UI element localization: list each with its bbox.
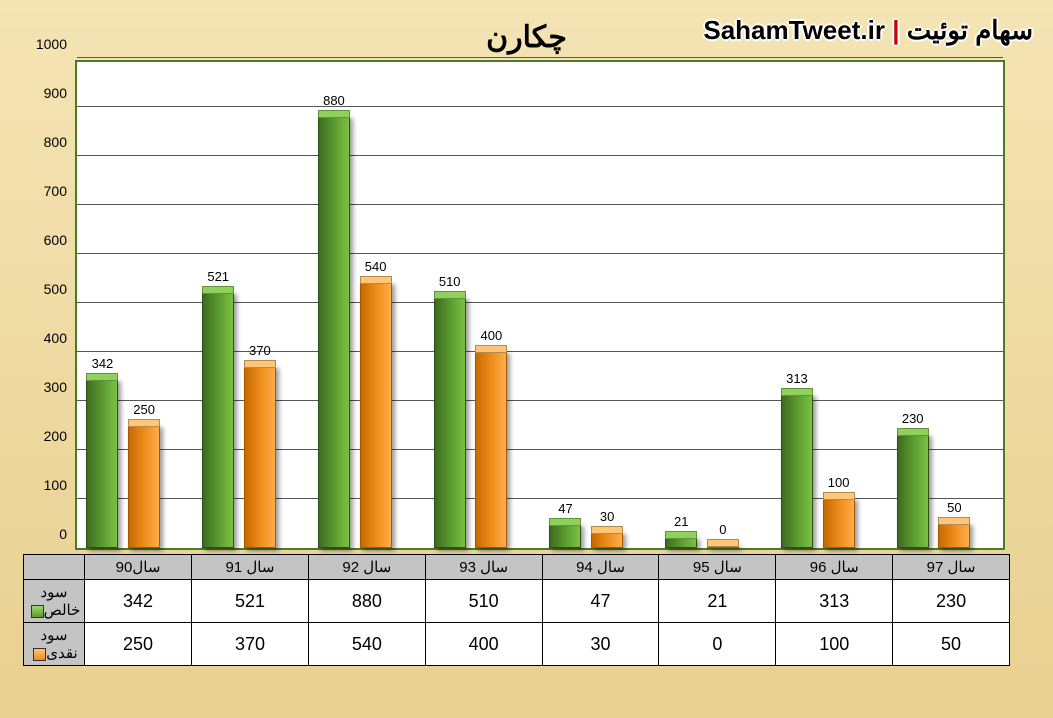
table-category-header: سال 91 bbox=[192, 555, 309, 580]
y-tick-label: 700 bbox=[44, 183, 75, 199]
table-corner bbox=[24, 555, 85, 580]
bar-green: 313 bbox=[781, 393, 813, 548]
bar-group: 510 400 bbox=[424, 62, 540, 548]
bar-group: 230 50 bbox=[887, 62, 1003, 548]
bar-value-label: 100 bbox=[828, 475, 850, 490]
bar-value-label: 250 bbox=[133, 402, 155, 417]
bar-group: 47 30 bbox=[540, 62, 656, 548]
watermark: سهام توئیت | SahamTweet.ir bbox=[703, 15, 1033, 46]
chart-title: چکارن bbox=[486, 20, 567, 55]
table-cell: 370 bbox=[192, 623, 309, 666]
table-cell: 230 bbox=[893, 580, 1010, 623]
bar-green: 342 bbox=[86, 378, 118, 548]
bar-green: 510 bbox=[434, 296, 466, 548]
bar-value-label: 880 bbox=[323, 93, 345, 108]
table-cell: 47 bbox=[542, 580, 659, 623]
table-category-header: سال 93 bbox=[425, 555, 542, 580]
y-tick-label: 300 bbox=[44, 379, 75, 395]
legend-square-icon bbox=[33, 648, 46, 661]
table-cell: 30 bbox=[542, 623, 659, 666]
bar-value-label: 521 bbox=[207, 269, 229, 284]
bar-green: 880 bbox=[318, 115, 350, 548]
bar-group: 21 0 bbox=[656, 62, 772, 548]
bar-green: 47 bbox=[549, 523, 581, 548]
bar-orange: 250 bbox=[128, 424, 160, 549]
table-category-header: سال 95 bbox=[659, 555, 776, 580]
bar-group: 342 250 bbox=[77, 62, 193, 548]
bar-green: 21 bbox=[665, 536, 697, 548]
table-cell: 510 bbox=[425, 580, 542, 623]
bar-value-label: 313 bbox=[786, 371, 808, 386]
bar-group: 313 100 bbox=[772, 62, 888, 548]
bar-green: 230 bbox=[897, 433, 929, 548]
table-cell: 521 bbox=[192, 580, 309, 623]
y-tick-label: 1000 bbox=[36, 36, 75, 52]
bar-orange: 540 bbox=[360, 281, 392, 548]
table-cell: 100 bbox=[776, 623, 893, 666]
watermark-right: سهام توئیت bbox=[907, 15, 1033, 45]
bar-group: 521 370 bbox=[193, 62, 309, 548]
table-cell: 400 bbox=[425, 623, 542, 666]
y-tick-label: 800 bbox=[44, 134, 75, 150]
bar-orange: 100 bbox=[823, 497, 855, 548]
bar-orange: 0 bbox=[707, 544, 739, 548]
table-cell: 50 bbox=[893, 623, 1010, 666]
y-tick-label: 200 bbox=[44, 428, 75, 444]
plot-area: 342 250 521 370 880 540 510 400 47 30 21 0 313 100 230… bbox=[75, 60, 1005, 550]
y-tick-label: 900 bbox=[44, 85, 75, 101]
table-category-header: سال 96 bbox=[776, 555, 893, 580]
table-cell: 313 bbox=[776, 580, 893, 623]
table-cell: 250 bbox=[85, 623, 192, 666]
y-tick-label: 500 bbox=[44, 281, 75, 297]
y-tick-label: 600 bbox=[44, 232, 75, 248]
y-tick-label: 400 bbox=[44, 330, 75, 346]
table-category-header: سال 94 bbox=[542, 555, 659, 580]
bar-value-label: 47 bbox=[558, 501, 572, 516]
table-row-label: سود نقدی bbox=[24, 623, 85, 666]
legend-square-icon bbox=[31, 605, 44, 618]
bar-value-label: 21 bbox=[674, 514, 688, 529]
bar-orange: 370 bbox=[244, 365, 276, 548]
table-cell: 0 bbox=[659, 623, 776, 666]
bar-orange: 400 bbox=[475, 350, 507, 548]
bar-value-label: 230 bbox=[902, 411, 924, 426]
bar-value-label: 370 bbox=[249, 343, 271, 358]
gridline bbox=[77, 57, 1003, 58]
y-tick-label: 100 bbox=[44, 477, 75, 493]
watermark-sep: | bbox=[892, 15, 899, 45]
chart-area: 342 250 521 370 880 540 510 400 47 30 21 0 313 100 230… bbox=[75, 60, 1005, 550]
table-category-header: سال 97 bbox=[893, 555, 1010, 580]
bar-value-label: 400 bbox=[481, 328, 503, 343]
bar-value-label: 30 bbox=[600, 509, 614, 524]
data-table: سال90سال 91سال 92سال 93سال 94سال 95سال 9… bbox=[23, 554, 1010, 666]
table-category-header: سال 92 bbox=[308, 555, 425, 580]
table-category-header: سال90 bbox=[85, 555, 192, 580]
bar-value-label: 342 bbox=[92, 356, 114, 371]
bar-green: 521 bbox=[202, 291, 234, 548]
table-cell: 540 bbox=[308, 623, 425, 666]
bar-value-label: 50 bbox=[947, 500, 961, 515]
table-cell: 21 bbox=[659, 580, 776, 623]
table-cell: 880 bbox=[308, 580, 425, 623]
table-cell: 342 bbox=[85, 580, 192, 623]
bar-value-label: 510 bbox=[439, 274, 461, 289]
bar-group: 880 540 bbox=[309, 62, 425, 548]
bar-value-label: 540 bbox=[365, 259, 387, 274]
watermark-left: SahamTweet.ir bbox=[703, 15, 885, 45]
bar-orange: 30 bbox=[591, 531, 623, 548]
table-row-label: سود خالص bbox=[24, 580, 85, 623]
y-tick-label: 0 bbox=[59, 526, 75, 542]
bar-value-label: 0 bbox=[719, 522, 726, 537]
bar-orange: 50 bbox=[938, 522, 970, 549]
